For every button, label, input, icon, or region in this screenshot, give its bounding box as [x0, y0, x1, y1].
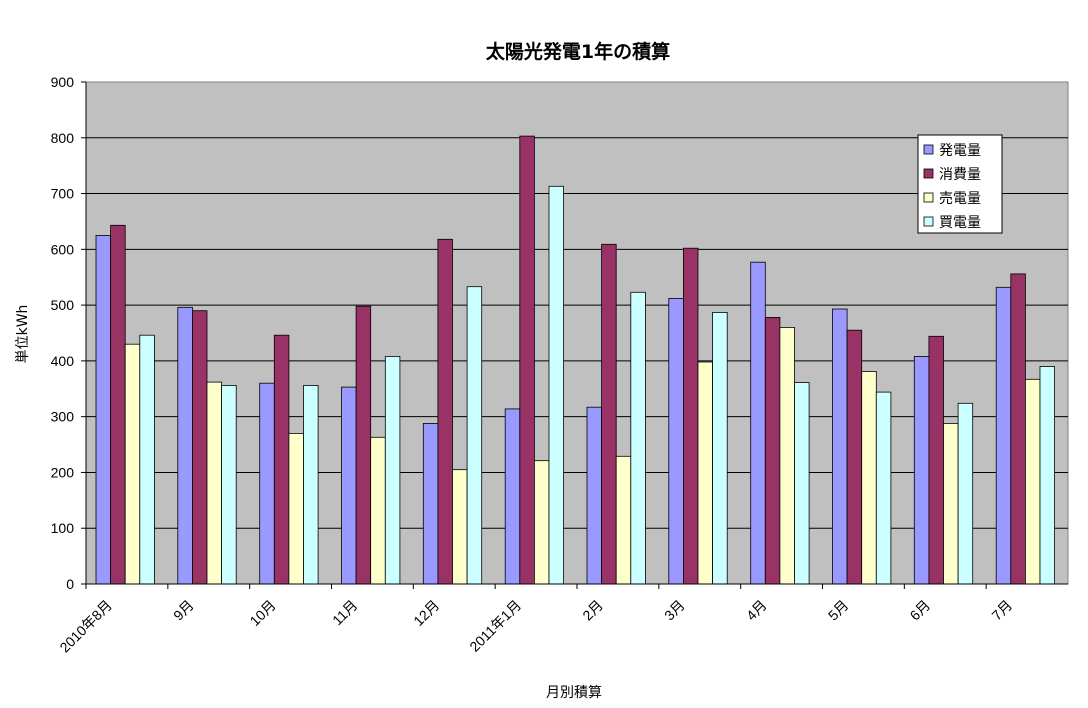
- bar-3-2: [206, 381, 223, 585]
- y-tick-label: 700: [51, 186, 75, 202]
- bar-1-12: [995, 286, 1012, 585]
- y-axis-label: 単位kWh: [15, 305, 31, 364]
- plot-area: [85, 81, 1069, 585]
- bar-1-6: [504, 408, 521, 585]
- legend-swatch: [923, 144, 934, 155]
- y-tick-label: 400: [51, 353, 75, 369]
- bar-2-2: [191, 310, 208, 585]
- bar-1-9: [750, 261, 766, 585]
- bar-3-8: [697, 361, 714, 585]
- chart-title: 太陽光発電1年の積算: [486, 40, 670, 63]
- bar-4-4: [384, 355, 401, 585]
- bar-2-1: [110, 224, 126, 585]
- x-tick-label: 3月: [661, 597, 688, 624]
- bar-3-6: [534, 460, 550, 585]
- bar-2-5: [437, 238, 453, 585]
- y-tick-label: 500: [51, 297, 75, 313]
- x-tick-label: 7月: [988, 597, 1015, 624]
- x-tick-label: 9月: [170, 597, 197, 624]
- bar-4-7: [630, 291, 646, 585]
- bar-4-5: [466, 286, 483, 585]
- bar-3-12: [1025, 378, 1041, 585]
- y-tick-label: 100: [51, 520, 75, 536]
- x-tick-label: 4月: [743, 597, 770, 624]
- bar-2-11: [928, 335, 944, 585]
- bar-3-1: [124, 343, 141, 585]
- bar-4-3: [303, 384, 319, 585]
- bar-2-7: [601, 243, 617, 585]
- bar-1-3: [259, 382, 275, 585]
- bars-group: [95, 135, 1056, 585]
- bar-2-8: [683, 247, 699, 585]
- legend-label: 買電量: [939, 215, 981, 231]
- bar-2-3: [273, 334, 290, 585]
- x-axis-label: 月別積算: [546, 685, 602, 701]
- y-tick-label: 300: [51, 409, 75, 425]
- legend-label: 消費量: [939, 167, 981, 183]
- bar-4-8: [712, 311, 728, 585]
- y-tick-label: 200: [51, 464, 75, 480]
- y-tick-label: 800: [51, 130, 75, 146]
- bar-3-7: [615, 455, 632, 585]
- x-tick-label: 6月: [907, 597, 934, 624]
- plot-background: [85, 81, 1069, 585]
- x-tick-label: 5月: [825, 597, 852, 624]
- bar-4-12: [1039, 366, 1056, 585]
- bar-4-9: [794, 382, 810, 585]
- x-tick-label: 2011年1月: [466, 597, 524, 655]
- legend-swatch: [923, 168, 934, 179]
- y-tick-label: 600: [51, 241, 75, 257]
- bar-2-12: [1010, 273, 1026, 585]
- bar-4-1: [139, 334, 155, 585]
- bar-2-9: [764, 316, 781, 585]
- legend-swatch: [923, 192, 934, 203]
- bar-1-4: [341, 386, 357, 585]
- bar-1-8: [668, 297, 684, 585]
- legend-swatch: [923, 216, 934, 227]
- bar-4-11: [957, 402, 974, 585]
- x-tick-label: 11月: [329, 597, 360, 628]
- bar-2-10: [846, 329, 863, 585]
- legend-label: 売電量: [939, 191, 981, 207]
- bar-1-7: [586, 406, 603, 585]
- bar-4-6: [548, 185, 565, 585]
- bar-4-10: [875, 391, 892, 585]
- bar-3-11: [943, 422, 959, 585]
- bar-1-11: [913, 355, 930, 585]
- x-tick-label: 12月: [410, 597, 442, 629]
- bar-3-4: [370, 436, 386, 585]
- bar-1-1: [95, 234, 112, 585]
- y-tick-label: 0: [66, 576, 74, 592]
- bar-2-6: [519, 135, 535, 585]
- bar-1-5: [422, 422, 439, 585]
- legend-label: 発電量: [939, 143, 981, 159]
- x-tick-label: 2010年8月: [56, 597, 115, 656]
- bar-1-10: [832, 308, 848, 585]
- bar-3-3: [288, 432, 304, 585]
- x-tick-label: 10月: [246, 597, 278, 629]
- bar-4-2: [221, 384, 237, 585]
- bar-3-5: [452, 469, 468, 585]
- bar-3-9: [779, 326, 795, 585]
- y-tick-label: 900: [51, 74, 75, 90]
- bar-3-10: [861, 371, 877, 585]
- bar-2-4: [355, 305, 372, 585]
- x-tick-label: 2月: [579, 597, 606, 624]
- bar-1-2: [177, 306, 193, 585]
